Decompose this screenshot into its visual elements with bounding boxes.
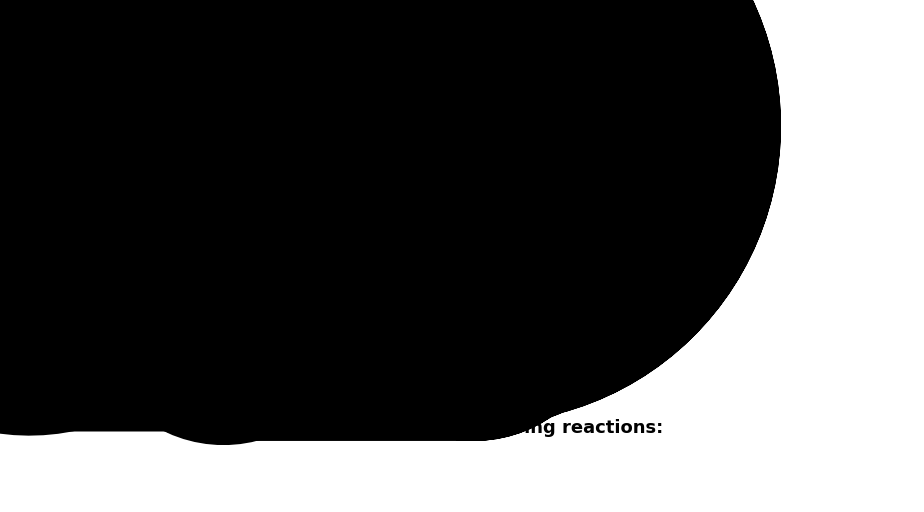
Text: H: H [435, 119, 447, 134]
Text: 2: 2 [444, 334, 453, 348]
Text: +: + [351, 116, 370, 136]
Text: ..: .. [410, 129, 419, 142]
Text: I: I [265, 165, 271, 180]
Text: N: N [407, 119, 420, 134]
Text: O: O [393, 240, 406, 254]
Text: 2: 2 [291, 73, 298, 82]
Text: NO: NO [274, 234, 298, 248]
Text: :: : [418, 334, 423, 349]
Text: ..: .. [264, 176, 272, 189]
Text: ..: .. [395, 248, 403, 261]
Text: 2: 2 [284, 132, 292, 141]
Text: +: + [353, 297, 372, 317]
Text: NH: NH [420, 329, 445, 344]
Text: NO: NO [274, 316, 297, 330]
Text: NO: NO [273, 75, 296, 89]
Text: N: N [427, 119, 440, 134]
Text: 2: 2 [292, 314, 299, 324]
Text: NO: NO [283, 252, 306, 266]
Text: K: K [419, 240, 431, 254]
Text: :: : [386, 240, 393, 254]
Text: 2: 2 [294, 239, 301, 249]
Text: 3: 3 [259, 374, 266, 385]
Text: NO: NO [265, 134, 288, 148]
Text: O: O [286, 361, 298, 375]
Text: H: H [394, 119, 406, 134]
Text: S: S [274, 351, 285, 365]
Text: C: C [264, 369, 274, 383]
Text: 2: 2 [301, 250, 309, 260]
Text: :: : [274, 168, 280, 184]
Text: :: : [405, 240, 411, 254]
Text: ..: .. [430, 129, 437, 142]
Text: O: O [261, 343, 273, 357]
Text: N: N [299, 316, 310, 330]
Text: 2: 2 [402, 117, 411, 130]
Text: –: – [420, 119, 428, 134]
Text: 2: 2 [444, 117, 453, 130]
Text: ⊕: ⊕ [428, 246, 439, 260]
Text: ⊖: ⊖ [408, 246, 420, 260]
Text: 2: 2 [295, 313, 302, 323]
Text: +: + [344, 201, 362, 221]
Text: Predict the product(s) of the following reactions:: Predict the product(s) of the following … [165, 419, 663, 437]
Text: F: F [261, 226, 273, 241]
Text: O: O [285, 316, 297, 330]
Text: :: : [256, 168, 261, 184]
Text: F: F [251, 369, 261, 383]
